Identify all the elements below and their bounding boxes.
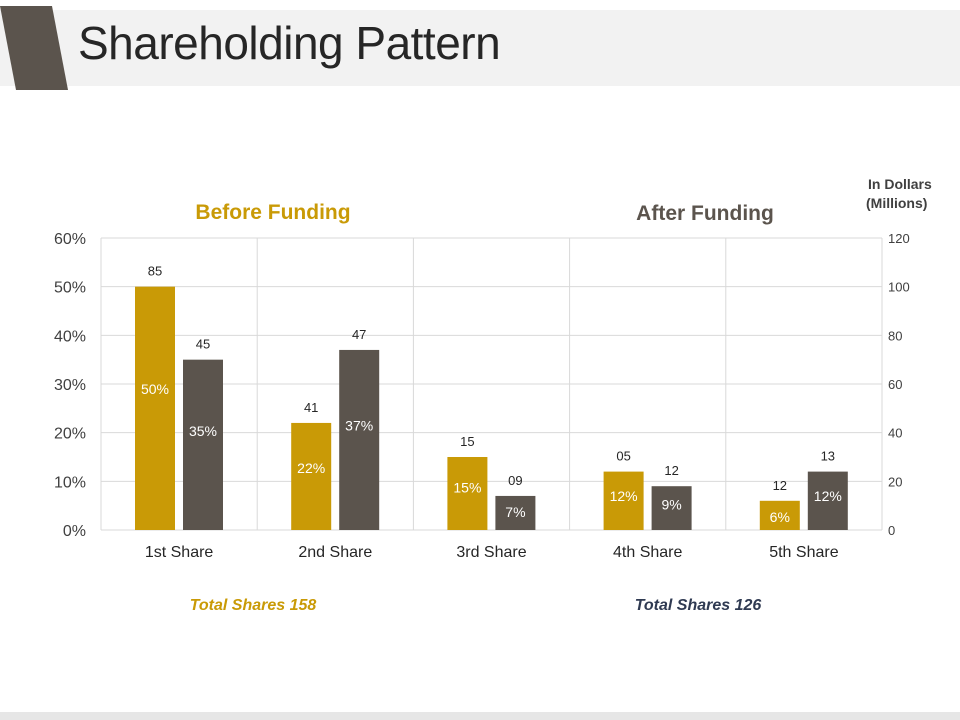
y-right-tick-label: 100 bbox=[888, 280, 910, 295]
legend-before-funding: Before Funding bbox=[195, 201, 350, 224]
bar-dollar-label: 15 bbox=[460, 434, 474, 449]
y-left-tick-label: 50% bbox=[54, 280, 86, 297]
x-tick-label: 4th Share bbox=[613, 544, 682, 561]
title-bar bbox=[0, 10, 960, 86]
y-left-tick-label: 30% bbox=[54, 377, 86, 394]
y-right-tick-label: 40 bbox=[888, 426, 902, 441]
bar-before-funding bbox=[603, 471, 644, 530]
x-tick-label: 3rd Share bbox=[456, 544, 526, 561]
bar-percent-label: 35% bbox=[189, 423, 217, 439]
page-title: Shareholding Pattern bbox=[78, 17, 501, 69]
bar-percent-label: 12% bbox=[610, 488, 638, 504]
y-left-tick-label: 0% bbox=[63, 523, 86, 540]
title-accent-shape bbox=[0, 6, 68, 90]
bar-dollar-label: 45 bbox=[196, 337, 210, 352]
y-right-tick-label: 80 bbox=[888, 328, 902, 343]
bar-dollar-label: 47 bbox=[352, 327, 366, 342]
footer-bar bbox=[0, 712, 960, 720]
bar-percent-label: 9% bbox=[661, 497, 681, 513]
bar-before-funding bbox=[759, 500, 800, 530]
y-right-tick-label: 60 bbox=[888, 377, 902, 392]
y-left-tick-label: 60% bbox=[54, 231, 86, 248]
bar-dollar-label: 41 bbox=[304, 400, 318, 415]
x-tick-label: 2nd Share bbox=[298, 544, 372, 561]
bar-dollar-label: 13 bbox=[821, 449, 835, 464]
bar-percent-label: 50% bbox=[141, 381, 169, 397]
bar-percent-label: 6% bbox=[770, 509, 790, 525]
bar-dollar-label: 85 bbox=[148, 264, 162, 279]
bar-before-funding bbox=[291, 422, 332, 530]
bar-percent-label: 12% bbox=[814, 488, 842, 504]
total-after-funding: Total Shares 126 bbox=[635, 597, 762, 614]
bar-percent-label: 15% bbox=[453, 480, 481, 496]
bar-percent-label: 7% bbox=[505, 504, 525, 520]
bar-percent-label: 37% bbox=[345, 418, 373, 434]
bar-dollar-label: 12 bbox=[773, 478, 787, 493]
bar-after-funding bbox=[495, 495, 536, 530]
bar-after-funding bbox=[651, 486, 692, 530]
y-right-tick-label: 20 bbox=[888, 474, 902, 489]
bar-dollar-label: 12 bbox=[664, 463, 678, 478]
bar-before-funding bbox=[447, 457, 488, 530]
y-left-tick-label: 10% bbox=[54, 474, 86, 491]
bar-percent-label: 22% bbox=[297, 460, 325, 476]
y-left-tick-label: 40% bbox=[54, 328, 86, 345]
y-right-tick-label: 0 bbox=[888, 523, 895, 538]
y-right-axis-label: In Dollars bbox=[868, 176, 932, 192]
bar-dollar-label: 05 bbox=[616, 449, 630, 464]
x-tick-label: 5th Share bbox=[769, 544, 838, 561]
bar-after-funding bbox=[807, 471, 848, 530]
y-left-tick-label: 20% bbox=[54, 426, 86, 443]
legend-after-funding: After Funding bbox=[636, 202, 774, 225]
total-before-funding: Total Shares 158 bbox=[190, 597, 317, 614]
bar-before-funding bbox=[135, 286, 175, 530]
y-right-tick-label: 120 bbox=[888, 231, 910, 246]
bar-dollar-label: 09 bbox=[508, 473, 522, 488]
bar-after-funding bbox=[339, 349, 380, 530]
y-right-axis-label-unit: (Millions) bbox=[866, 195, 927, 211]
bar-after-funding bbox=[183, 359, 223, 530]
x-tick-label: 1st Share bbox=[145, 544, 214, 561]
